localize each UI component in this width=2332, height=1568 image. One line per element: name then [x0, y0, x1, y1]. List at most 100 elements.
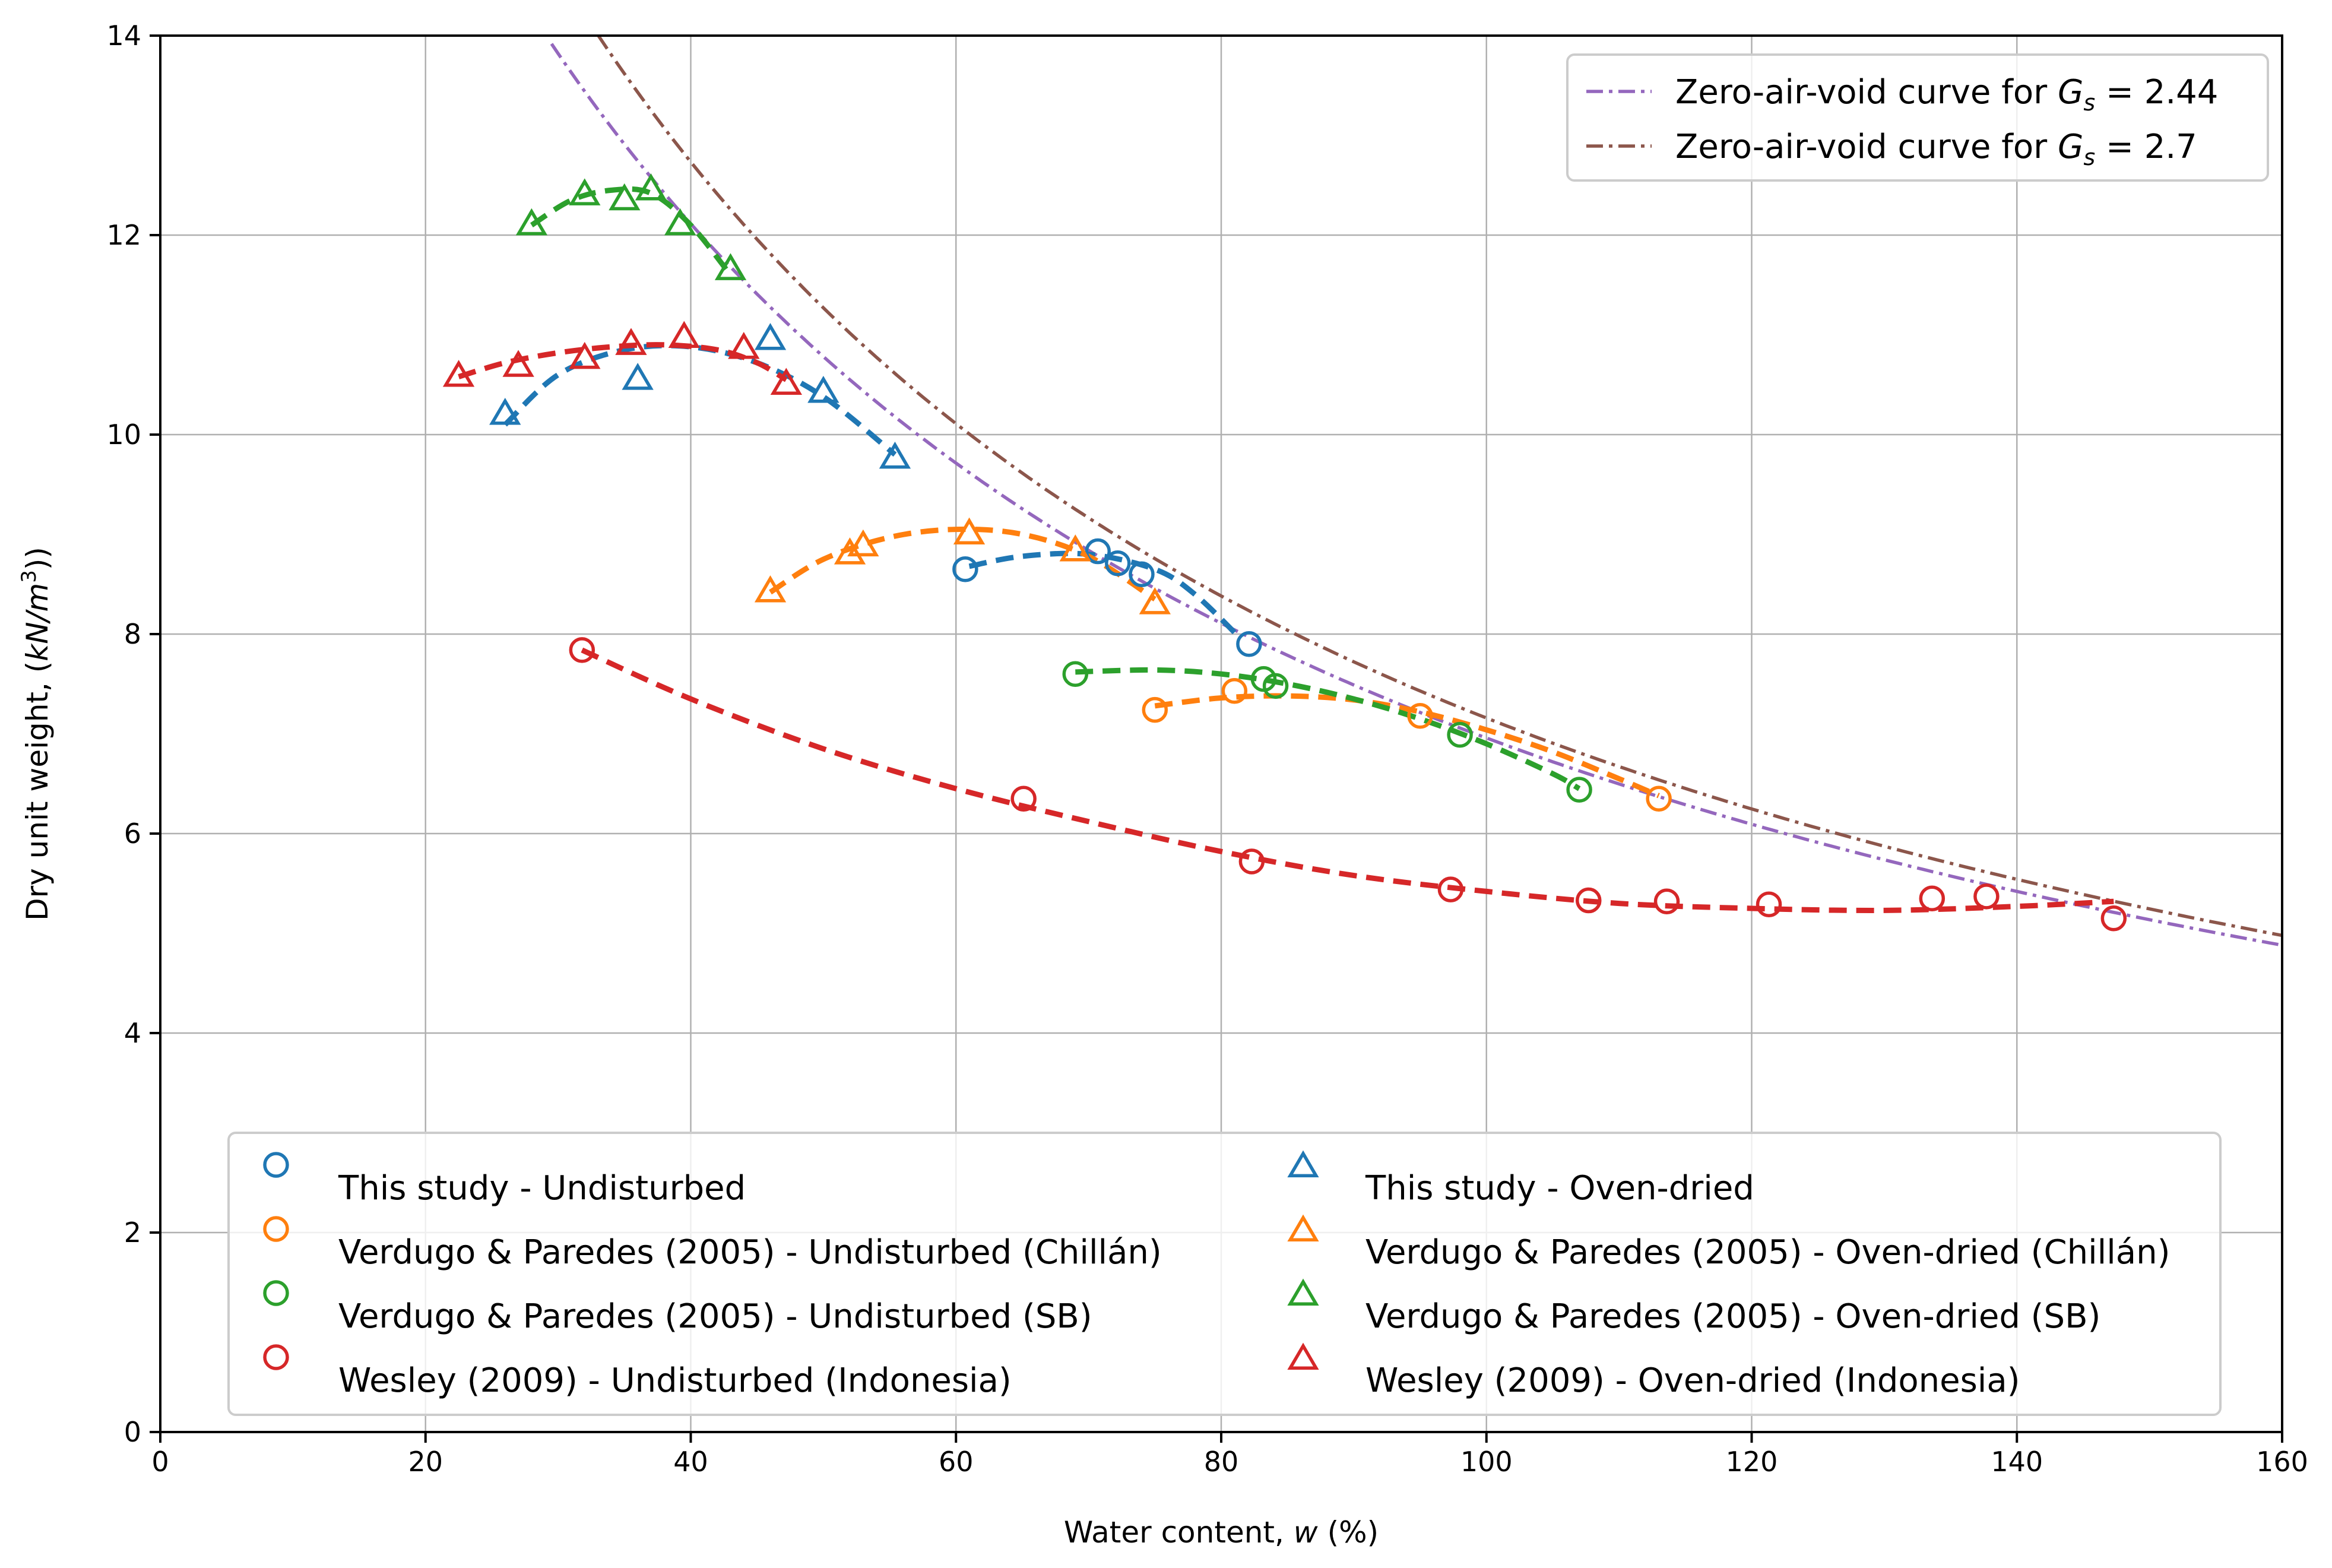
point-this-study-undisturbed-1 [952, 556, 978, 582]
fit-curve-verdugo-paredes-2005-undisturbed-sb [1075, 667, 1581, 791]
x-tick-label-60: 60 [939, 1446, 974, 1478]
series-wesley-2009-oven-dried-indonesia [442, 321, 803, 395]
point-verdugo-paredes-2005-undisturbed-sb-1 [1062, 661, 1089, 687]
x-tick-label-100: 100 [1460, 1446, 1513, 1478]
fit-curve-wesley-2009-oven-dried-indonesia [458, 342, 788, 382]
point-this-study-undisturbed-5 [1236, 631, 1262, 657]
legend-label-verdugo-paredes-2005-undisturbed-sb: Verdugo & Paredes (2005) - Undisturbed (… [338, 1297, 1092, 1336]
legend-marker-verdugo-paredes-2005-undisturbed-sb [263, 1280, 289, 1306]
point-verdugo-paredes-2005-oven-dried-chill-n-2 [834, 537, 866, 565]
zav-curve-2 [596, 36, 2282, 937]
legend-label-this-study-oven-dried: This study - Oven-dried [1365, 1169, 1754, 1208]
y-tick-label-12: 12 [106, 219, 141, 251]
legend-zav-label-2: Zero-air-void curve for Gs = 2.7 [1675, 128, 2197, 170]
point-wesley-2009-oven-dried-indonesia-7 [770, 368, 803, 395]
series-verdugo-paredes-2005-undisturbed-sb [1062, 661, 1592, 803]
point-verdugo-paredes-2005-oven-dried-sb-1 [515, 208, 548, 236]
point-wesley-2009-undisturbed-indonesia-6 [1653, 888, 1680, 914]
point-verdugo-paredes-2005-undisturbed-sb-5 [1566, 777, 1592, 803]
y-tick-label-6: 6 [124, 818, 141, 850]
y-tick-label-4: 4 [124, 1017, 141, 1049]
point-this-study-undisturbed-3 [1105, 550, 1131, 576]
point-wesley-2009-oven-dried-indonesia-1 [442, 360, 475, 387]
point-wesley-2009-undisturbed-indonesia-9 [1973, 883, 2000, 910]
point-wesley-2009-oven-dried-indonesia-3 [569, 341, 601, 369]
point-wesley-2009-undisturbed-indonesia-3 [1238, 848, 1265, 875]
point-this-study-oven-dried-2 [622, 363, 654, 390]
point-wesley-2009-undisturbed-indonesia-1 [569, 637, 595, 663]
x-tick-label-120: 120 [1726, 1446, 1778, 1478]
x-tick-label-140: 140 [1991, 1446, 2043, 1478]
series-verdugo-paredes-2005-oven-dried-sb [515, 173, 747, 280]
point-wesley-2009-undisturbed-indonesia-8 [1919, 885, 1946, 911]
x-tick-label-80: 80 [1204, 1446, 1239, 1478]
y-tick-label-8: 8 [124, 618, 141, 650]
y-axis-title: Dry unit weight, (kN/m3)) [17, 547, 55, 921]
point-this-study-undisturbed-4 [1129, 561, 1155, 587]
series-verdugo-paredes-2005-undisturbed-chill-n [1142, 678, 1672, 812]
point-wesley-2009-oven-dried-indonesia-2 [502, 350, 534, 377]
point-wesley-2009-undisturbed-indonesia-2 [1010, 785, 1037, 812]
y-tick-label-0: 0 [124, 1416, 141, 1448]
point-verdugo-paredes-2005-oven-dried-chill-n-5 [1059, 534, 1091, 562]
point-verdugo-paredes-2005-undisturbed-sb-4 [1447, 721, 1473, 748]
legend-marker-this-study-oven-dried [1287, 1150, 1319, 1178]
legend-marker-this-study-undisturbed [263, 1152, 289, 1178]
point-wesley-2009-oven-dried-indonesia-4 [615, 328, 647, 355]
point-verdugo-paredes-2005-undisturbed-sb-3 [1262, 673, 1289, 699]
series-this-study-undisturbed [952, 538, 1262, 657]
point-verdugo-paredes-2005-oven-dried-chill-n-6 [1139, 587, 1171, 614]
legend-label-verdugo-paredes-2005-undisturbed-chill-n: Verdugo & Paredes (2005) - Undisturbed (… [338, 1233, 1162, 1272]
point-verdugo-paredes-2005-oven-dried-chill-n-3 [847, 529, 879, 557]
series-verdugo-paredes-2005-oven-dried-chill-n [754, 517, 1171, 614]
axis-tick-labels: 0 20 40 60 80 100 120 140 160 0 2 4 6 8 10 12 14 [106, 20, 2308, 1478]
series-wesley-2009-undisturbed-indonesia [569, 637, 2127, 932]
point-verdugo-paredes-2005-oven-dried-sb-3 [609, 183, 641, 211]
y-tick-label-14: 14 [106, 20, 141, 52]
point-verdugo-paredes-2005-undisturbed-chill-n-1 [1142, 696, 1168, 723]
legend-label-verdugo-paredes-2005-oven-dried-sb: Verdugo & Paredes (2005) - Oven-dried (S… [1365, 1297, 2100, 1336]
point-wesley-2009-undisturbed-indonesia-4 [1437, 876, 1464, 902]
legend-zav-label-1: Zero-air-void curve for Gs = 2.44 [1675, 73, 2218, 116]
y-tick-label-10: 10 [106, 419, 141, 451]
x-tick-label-0: 0 [151, 1446, 169, 1478]
point-wesley-2009-oven-dried-indonesia-6 [728, 332, 760, 359]
fit-curve-wesley-2009-undisturbed-indonesia [581, 647, 2114, 913]
legend-marker-verdugo-paredes-2005-undisturbed-chill-n [263, 1216, 289, 1242]
axis-ticks [150, 34, 2283, 1443]
fit-curve-verdugo-paredes-2005-undisturbed-chill-n [1154, 693, 1660, 799]
legend-marker-verdugo-paredes-2005-oven-dried-sb [1287, 1278, 1319, 1306]
legend-series-box [227, 1132, 2222, 1416]
point-verdugo-paredes-2005-undisturbed-chill-n-3 [1407, 703, 1433, 729]
point-verdugo-paredes-2005-oven-dried-sb-6 [714, 253, 747, 280]
legend-label-wesley-2009-oven-dried-indonesia: Wesley (2009) - Oven-dried (Indonesia) [1365, 1361, 2020, 1400]
x-tick-label-40: 40 [673, 1446, 708, 1478]
point-verdugo-paredes-2005-undisturbed-chill-n-4 [1646, 785, 1672, 812]
point-this-study-undisturbed-2 [1085, 538, 1111, 565]
data-markers [442, 173, 2127, 932]
point-wesley-2009-undisturbed-indonesia-5 [1575, 887, 1602, 914]
fit-curve-this-study-undisturbed [968, 550, 1243, 641]
legend-marker-verdugo-paredes-2005-oven-dried-chill-n [1287, 1214, 1319, 1242]
x-tick-label-20: 20 [408, 1446, 443, 1478]
legend-label-verdugo-paredes-2005-oven-dried-chill-n: Verdugo & Paredes (2005) - Oven-dried (C… [1365, 1233, 2170, 1272]
point-wesley-2009-oven-dried-indonesia-5 [668, 321, 701, 349]
legend-label-wesley-2009-undisturbed-indonesia: Wesley (2009) - Undisturbed (Indonesia) [338, 1361, 1012, 1400]
point-this-study-oven-dried-5 [879, 441, 911, 469]
legend-zav-box [1566, 53, 2269, 182]
point-verdugo-paredes-2005-oven-dried-chill-n-1 [754, 575, 787, 603]
x-tick-label-160: 160 [2256, 1446, 2308, 1478]
legend-zero-air-void: Zero-air-void curve for Gs = 2.44 Zero-ai… [1566, 53, 2269, 182]
y-tick-label-2: 2 [124, 1217, 141, 1249]
point-wesley-2009-undisturbed-indonesia-10 [2100, 905, 2127, 932]
point-this-study-oven-dried-4 [807, 375, 839, 403]
point-verdugo-paredes-2005-undisturbed-chill-n-2 [1221, 678, 1248, 704]
point-verdugo-paredes-2005-oven-dried-sb-2 [569, 178, 601, 205]
point-this-study-oven-dried-1 [489, 397, 521, 425]
fit-curve-verdugo-paredes-2005-oven-dried-sb [530, 186, 733, 277]
fit-curve-this-study-oven-dried [503, 343, 897, 457]
point-wesley-2009-undisturbed-indonesia-7 [1756, 891, 1782, 918]
legend-marker-wesley-2009-undisturbed-indonesia [263, 1344, 289, 1370]
point-this-study-oven-dried-3 [754, 322, 787, 350]
